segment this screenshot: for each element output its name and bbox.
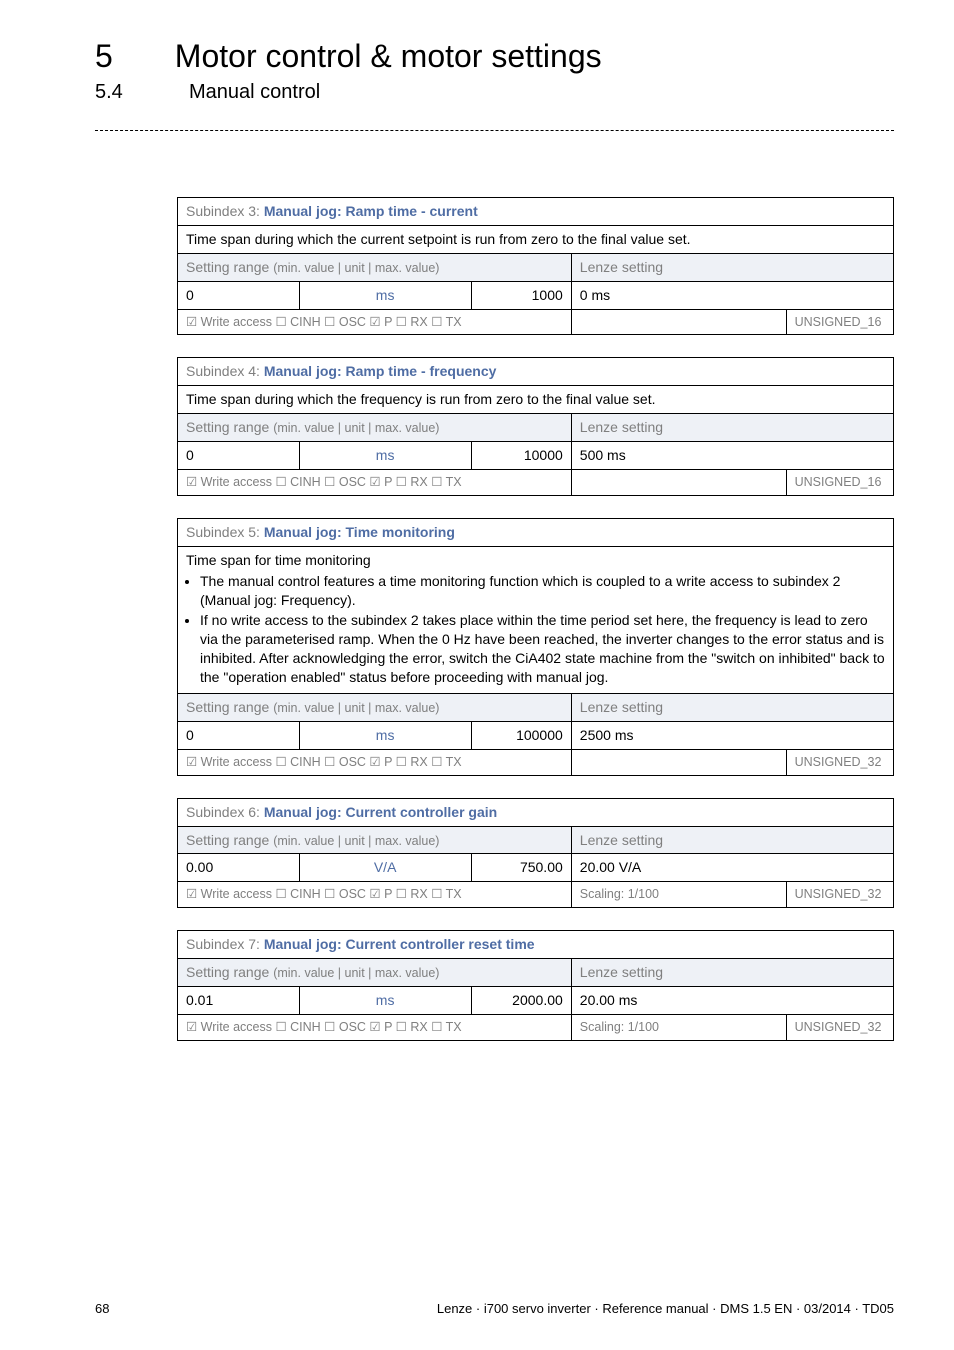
scaling: Scaling: 1/100 [571, 1014, 786, 1040]
data-type: UNSIGNED_16 [786, 309, 893, 335]
data-type: UNSIGNED_32 [786, 882, 893, 908]
lenze-setting-header: Lenze setting [571, 694, 893, 722]
subindex-label: Subindex 4: [186, 363, 260, 379]
setting-range-header: Setting range (min. value | unit | max. … [178, 959, 572, 987]
setting-range-header: Setting range (min. value | unit | max. … [178, 826, 572, 854]
max-value: 1000 [471, 281, 571, 309]
subindex-label: Subindex 3: [186, 203, 260, 219]
unit: ms [299, 281, 471, 309]
table-subindex-5: Subindex 5: Manual jog: Time monitoring … [177, 518, 894, 776]
lenze-value: 20.00 ms [571, 986, 893, 1014]
page-footer: 68 Lenze · i700 servo inverter · Referen… [95, 1301, 894, 1316]
table-description: Time span during which the frequency is … [178, 386, 894, 414]
lenze-value: 500 ms [571, 442, 893, 470]
subindex-label: Subindex 5: [186, 524, 260, 540]
lenze-value: 20.00 V/A [571, 854, 893, 882]
unit: V/A [299, 854, 471, 882]
access-flags: ☑ Write access ☐ CINH ☐ OSC ☑ P ☐ RX ☐ T… [178, 309, 572, 335]
setting-range-header: Setting range (min. value | unit | max. … [178, 253, 572, 281]
table-subindex-7: Subindex 7: Manual jog: Current controll… [177, 930, 894, 1041]
unit: ms [299, 442, 471, 470]
section-header: 5.4 Manual control [95, 81, 894, 104]
spacer [571, 309, 786, 335]
access-flags: ☑ Write access ☐ CINH ☐ OSC ☑ P ☐ RX ☐ T… [178, 470, 572, 496]
max-value: 100000 [471, 721, 571, 749]
page-number: 68 [95, 1301, 109, 1316]
table-description: Time span during which the current setpo… [178, 225, 894, 253]
max-value: 750.00 [471, 854, 571, 882]
section-title: Manual control [189, 81, 320, 104]
lenze-setting-header: Lenze setting [571, 253, 893, 281]
subindex-label: Subindex 7: [186, 936, 260, 952]
subindex-name: Manual jog: Ramp time - current [264, 203, 478, 219]
section-number: 5.4 [95, 81, 127, 104]
chapter-header: 5 Motor control & motor settings [95, 38, 894, 75]
spacer [571, 749, 786, 775]
setting-range-header: Setting range (min. value | unit | max. … [178, 414, 572, 442]
min-value: 0 [178, 442, 300, 470]
unit: ms [299, 986, 471, 1014]
chapter-title: Motor control & motor settings [175, 38, 602, 75]
subindex-name: Manual jog: Current controller gain [264, 804, 497, 820]
desc-bullet: If no write access to the subindex 2 tak… [200, 611, 885, 687]
table-title: Subindex 4: Manual jog: Ramp time - freq… [178, 358, 894, 386]
table-title: Subindex 7: Manual jog: Current controll… [178, 931, 894, 959]
access-flags: ☑ Write access ☐ CINH ☐ OSC ☑ P ☐ RX ☐ T… [178, 749, 572, 775]
subindex-name: Manual jog: Current controller reset tim… [264, 936, 535, 952]
divider-dashed [95, 130, 894, 131]
subindex-label: Subindex 6: [186, 804, 260, 820]
table-subindex-4: Subindex 4: Manual jog: Ramp time - freq… [177, 357, 894, 495]
lenze-setting-header: Lenze setting [571, 826, 893, 854]
unit: ms [299, 721, 471, 749]
desc-intro: Time span for time monitoring [186, 552, 371, 568]
lenze-setting-header: Lenze setting [571, 959, 893, 987]
table-title: Subindex 3: Manual jog: Ramp time - curr… [178, 198, 894, 226]
access-flags: ☑ Write access ☐ CINH ☐ OSC ☑ P ☐ RX ☐ T… [178, 1014, 572, 1040]
table-subindex-6: Subindex 6: Manual jog: Current controll… [177, 798, 894, 909]
table-title: Subindex 6: Manual jog: Current controll… [178, 798, 894, 826]
footer-right: Lenze · i700 servo inverter · Reference … [437, 1301, 894, 1316]
desc-bullet: The manual control features a time monit… [200, 572, 885, 610]
min-value: 0.01 [178, 986, 300, 1014]
data-type: UNSIGNED_32 [786, 749, 893, 775]
table-title: Subindex 5: Manual jog: Time monitoring [178, 518, 894, 546]
min-value: 0.00 [178, 854, 300, 882]
data-type: UNSIGNED_16 [786, 470, 893, 496]
spacer [571, 470, 786, 496]
data-type: UNSIGNED_32 [786, 1014, 893, 1040]
subindex-name: Manual jog: Ramp time - frequency [264, 363, 497, 379]
lenze-setting-header: Lenze setting [571, 414, 893, 442]
table-subindex-3: Subindex 3: Manual jog: Ramp time - curr… [177, 197, 894, 335]
access-flags: ☑ Write access ☐ CINH ☐ OSC ☑ P ☐ RX ☐ T… [178, 882, 572, 908]
table-description: Time span for time monitoring The manual… [178, 546, 894, 693]
min-value: 0 [178, 281, 300, 309]
scaling: Scaling: 1/100 [571, 882, 786, 908]
lenze-value: 0 ms [571, 281, 893, 309]
max-value: 10000 [471, 442, 571, 470]
lenze-value: 2500 ms [571, 721, 893, 749]
chapter-number: 5 [95, 38, 113, 75]
max-value: 2000.00 [471, 986, 571, 1014]
setting-range-header: Setting range (min. value | unit | max. … [178, 694, 572, 722]
min-value: 0 [178, 721, 300, 749]
subindex-name: Manual jog: Time monitoring [264, 524, 455, 540]
